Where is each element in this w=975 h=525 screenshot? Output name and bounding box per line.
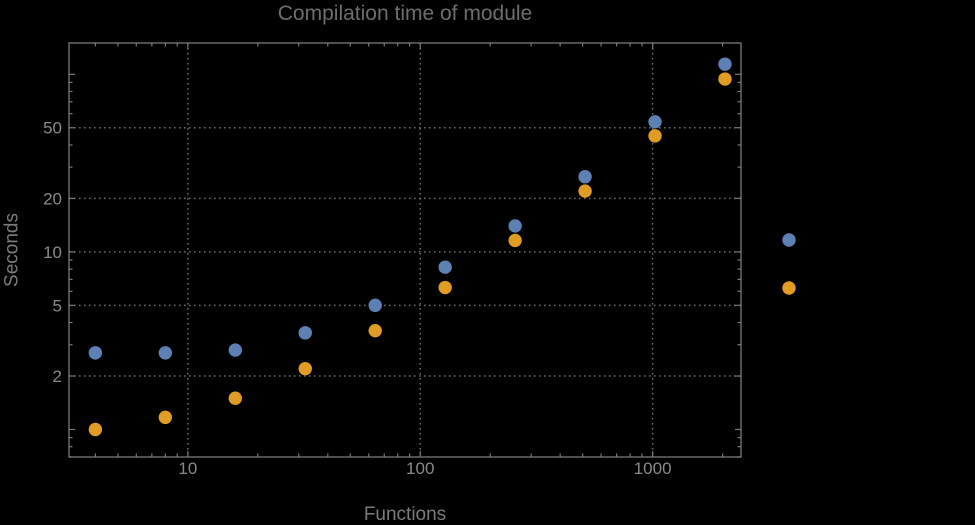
- chart-title: Compilation time of module: [277, 2, 533, 25]
- x-tick-label: 10: [178, 459, 197, 478]
- data-point-series-orange: [718, 72, 732, 86]
- data-point-series-orange: [578, 184, 592, 198]
- data-point-series-blue: [578, 170, 592, 184]
- y-tick-label: 2: [53, 367, 62, 386]
- data-point-series-blue: [648, 115, 662, 129]
- plot-frame: [68, 42, 742, 458]
- series-blue-marker: [782, 233, 796, 247]
- data-point-series-orange: [88, 422, 103, 437]
- y-tick-label: 5: [53, 296, 62, 315]
- data-point-series-orange: [368, 323, 382, 338]
- data-point-series-blue: [438, 260, 452, 274]
- x-axis-title: Functions: [363, 504, 447, 525]
- data-point-series-blue: [368, 298, 382, 313]
- data-point-series-blue: [508, 219, 522, 233]
- data-point-series-orange: [438, 280, 452, 295]
- y-tick-label: 20: [43, 189, 62, 208]
- x-tick-label: 100: [406, 459, 434, 478]
- data-point-series-orange: [158, 410, 173, 425]
- data-point-series-blue: [718, 57, 732, 71]
- y-tick-label: 50: [43, 119, 62, 138]
- data-point-series-orange: [648, 129, 662, 143]
- data-point-series-blue: [228, 343, 242, 357]
- series-orange-marker: [782, 281, 796, 295]
- data-point-series-blue: [158, 346, 173, 360]
- data-point-series-orange: [228, 391, 242, 405]
- data-point-series-blue: [88, 346, 103, 360]
- x-tick-label: 1000: [634, 459, 672, 478]
- data-point-series-orange: [298, 361, 312, 376]
- data-point-series-blue: [298, 326, 312, 340]
- y-tick-label: 10: [43, 243, 62, 262]
- data-point-series-orange: [508, 233, 522, 248]
